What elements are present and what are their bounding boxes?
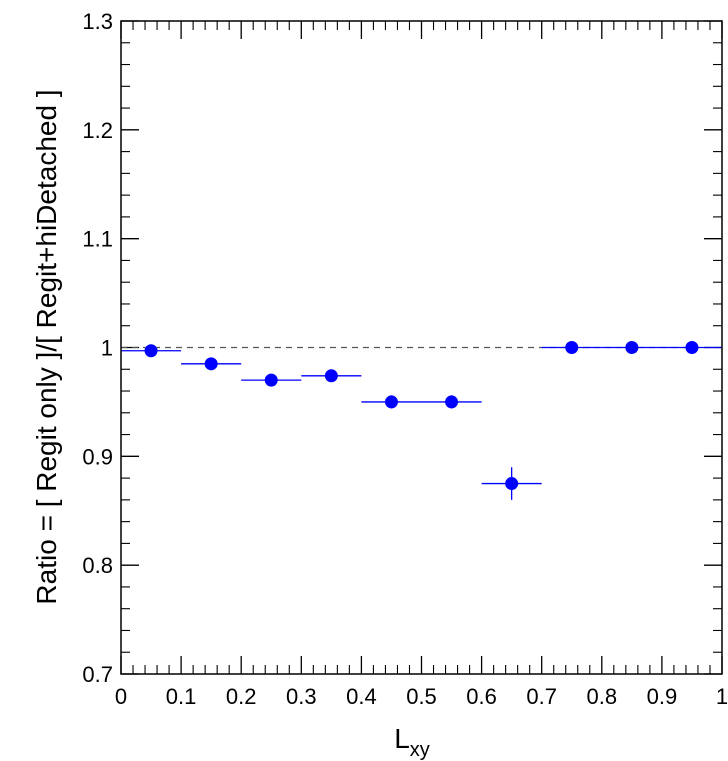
x-tick-label: 0.4 xyxy=(346,684,377,709)
x-tick-label: 0.2 xyxy=(226,684,257,709)
y-axis-title: Ratio = [ Regit only ]/[ Regit+hiDetache… xyxy=(31,89,62,604)
data-point xyxy=(384,395,398,409)
data-point xyxy=(204,357,218,371)
data-markers xyxy=(144,341,699,491)
data-point xyxy=(625,341,639,354)
error-bars xyxy=(121,346,722,500)
data-point xyxy=(685,341,699,354)
x-tick-label: 0.3 xyxy=(286,684,317,709)
x-tick-label: 0 xyxy=(115,684,127,709)
data-point xyxy=(565,341,579,354)
minor-ticks xyxy=(121,21,722,674)
data-point xyxy=(324,369,338,383)
data-point xyxy=(264,373,278,387)
y-tick-labels: 0.7 0.8 0.9 1 1.1 1.2 1.3 xyxy=(82,9,113,687)
data-point xyxy=(445,395,459,409)
data-point xyxy=(144,344,158,358)
x-tick-label: 1 xyxy=(716,684,728,709)
x-tick-label: 0.6 xyxy=(466,684,497,709)
x-tick-labels: 0 0.1 0.2 0.3 0.4 0.5 0.6 0.7 0.8 0.9 1 xyxy=(115,684,728,709)
x-axis-title-subscript: xy xyxy=(410,739,430,761)
plot-frame xyxy=(120,20,723,675)
x-tick-label: 0.1 xyxy=(166,684,197,709)
y-tick-label: 0.8 xyxy=(82,553,113,578)
y-tick-label: 0.7 xyxy=(82,662,113,687)
x-tick-label: 0.9 xyxy=(647,684,678,709)
x-tick-label: 0.5 xyxy=(406,684,437,709)
y-tick-label: 1.1 xyxy=(82,227,113,252)
data-point xyxy=(505,477,519,491)
x-axis-title-main: L xyxy=(394,723,410,754)
x-tick-label: 0.7 xyxy=(526,684,557,709)
x-tick-label: 0.8 xyxy=(587,684,618,709)
y-tick-label: 1 xyxy=(101,336,113,361)
y-tick-label: 1.2 xyxy=(82,118,113,143)
x-axis-title: Lxy xyxy=(394,723,430,761)
y-tick-label: 1.3 xyxy=(82,9,113,34)
y-tick-label: 0.9 xyxy=(82,444,113,469)
